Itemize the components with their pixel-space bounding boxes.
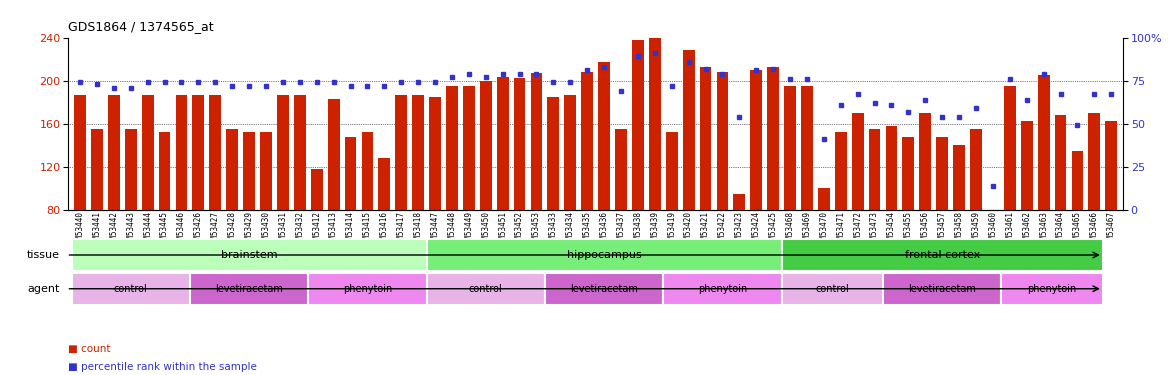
- Bar: [954, 146, 965, 210]
- Bar: [632, 40, 643, 210]
- Bar: [209, 94, 221, 210]
- Bar: [869, 129, 881, 210]
- Text: levetiracetam: levetiracetam: [908, 284, 976, 294]
- Text: phenytoin: phenytoin: [342, 284, 392, 294]
- Bar: [548, 97, 560, 210]
- Bar: [514, 78, 526, 210]
- Bar: [936, 137, 948, 210]
- Bar: [74, 94, 86, 210]
- Bar: [1055, 115, 1067, 210]
- Bar: [663, 273, 782, 305]
- Text: levetiracetam: levetiracetam: [570, 284, 639, 294]
- Bar: [599, 62, 610, 210]
- Bar: [1001, 273, 1103, 305]
- Bar: [446, 86, 457, 210]
- Bar: [463, 86, 475, 210]
- Bar: [427, 273, 544, 305]
- Text: phenytoin: phenytoin: [1028, 284, 1077, 294]
- Bar: [159, 132, 171, 210]
- Bar: [226, 129, 238, 210]
- Bar: [395, 94, 407, 210]
- Bar: [716, 72, 728, 210]
- Text: control: control: [114, 284, 148, 294]
- Bar: [801, 86, 813, 210]
- Bar: [920, 113, 931, 210]
- Bar: [328, 99, 340, 210]
- Bar: [782, 239, 1103, 271]
- Bar: [649, 34, 661, 210]
- Bar: [125, 129, 136, 210]
- Text: control: control: [815, 284, 849, 294]
- Bar: [413, 94, 425, 210]
- Bar: [544, 273, 663, 305]
- Text: control: control: [469, 284, 502, 294]
- Bar: [429, 97, 441, 210]
- Bar: [310, 169, 322, 210]
- Bar: [615, 129, 627, 210]
- Text: ■ percentile rank within the sample: ■ percentile rank within the sample: [68, 363, 258, 372]
- Bar: [782, 273, 883, 305]
- Text: ■ count: ■ count: [68, 344, 111, 354]
- Bar: [1021, 120, 1033, 210]
- Bar: [902, 137, 914, 210]
- Text: agent: agent: [27, 284, 60, 294]
- Bar: [72, 239, 427, 271]
- Bar: [818, 188, 830, 210]
- Bar: [308, 273, 427, 305]
- Bar: [91, 129, 102, 210]
- Bar: [496, 77, 508, 210]
- Bar: [666, 132, 677, 210]
- Bar: [189, 273, 308, 305]
- Bar: [530, 73, 542, 210]
- Bar: [379, 158, 390, 210]
- Bar: [883, 273, 1001, 305]
- Bar: [142, 94, 154, 210]
- Bar: [361, 132, 373, 210]
- Bar: [175, 94, 187, 210]
- Bar: [193, 94, 205, 210]
- Text: phenytoin: phenytoin: [697, 284, 747, 294]
- Bar: [1037, 75, 1049, 210]
- Text: frontal cortex: frontal cortex: [904, 250, 980, 260]
- Bar: [683, 51, 695, 210]
- Bar: [1071, 151, 1083, 210]
- Bar: [700, 67, 711, 210]
- Bar: [72, 273, 189, 305]
- Text: GDS1864 / 1374565_at: GDS1864 / 1374565_at: [68, 20, 214, 33]
- Bar: [1105, 120, 1117, 210]
- Bar: [734, 194, 746, 210]
- Bar: [970, 129, 982, 210]
- Bar: [108, 94, 120, 210]
- Bar: [427, 239, 782, 271]
- Bar: [260, 132, 272, 210]
- Bar: [480, 81, 492, 210]
- Bar: [581, 72, 593, 210]
- Bar: [278, 94, 289, 210]
- Text: brainstem: brainstem: [221, 250, 278, 260]
- Bar: [345, 137, 356, 210]
- Bar: [294, 94, 306, 210]
- Bar: [835, 132, 847, 210]
- Bar: [886, 126, 897, 210]
- Bar: [784, 86, 796, 210]
- Bar: [564, 94, 576, 210]
- Text: hippocampus: hippocampus: [567, 250, 641, 260]
- Text: tissue: tissue: [27, 250, 60, 260]
- Bar: [767, 67, 779, 210]
- Bar: [1004, 86, 1016, 210]
- Bar: [243, 132, 255, 210]
- Bar: [851, 113, 863, 210]
- Text: levetiracetam: levetiracetam: [215, 284, 283, 294]
- Bar: [1089, 113, 1101, 210]
- Bar: [750, 70, 762, 210]
